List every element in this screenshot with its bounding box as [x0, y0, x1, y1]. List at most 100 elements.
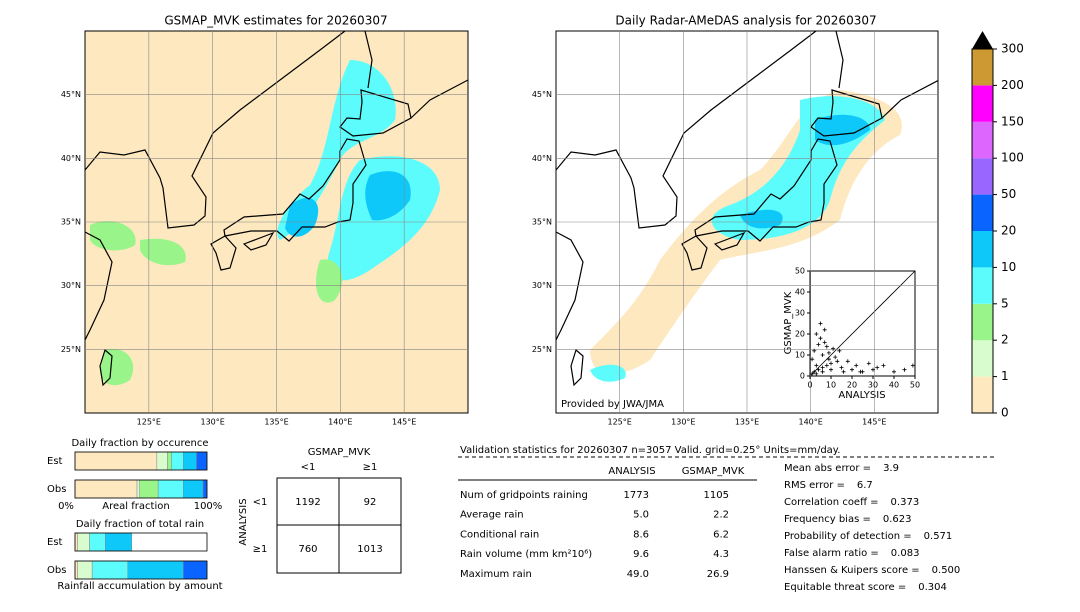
row-label: Est — [47, 456, 63, 467]
scatter-point — [814, 332, 819, 336]
col-title: GSMAP_MVK — [308, 447, 371, 458]
col-label: ≥1 — [363, 462, 378, 473]
bar-segment — [139, 479, 159, 499]
col-header: ANALYSIS — [608, 466, 655, 477]
stat-value: 4.3 — [713, 549, 729, 560]
cell: 1192 — [295, 497, 320, 508]
panel-title: Daily fraction by occurence — [71, 438, 208, 449]
scatter-point — [837, 348, 842, 353]
scatter-point — [814, 363, 819, 368]
y-tick-label: 0 — [800, 372, 805, 381]
scatter-point — [822, 340, 827, 345]
score-label: Correlation coeff = — [784, 497, 879, 508]
scatter-point — [820, 365, 825, 370]
scatter-point — [826, 350, 831, 355]
bar-segment — [171, 451, 184, 471]
stat-value: 49.0 — [627, 569, 649, 580]
credit: Provided by JWA/JMA — [561, 399, 664, 410]
scatter-point — [845, 359, 850, 364]
bar-segment — [77, 532, 90, 552]
lat-tick-label: 45°N — [61, 90, 81, 99]
cell: 92 — [364, 497, 377, 508]
colorbar-label: 100 — [1001, 151, 1024, 165]
x-axis-label: ANALYSIS — [838, 390, 885, 401]
score-label: Probability of detection = — [784, 531, 912, 542]
bar-segment — [182, 451, 197, 471]
score-label: Mean abs error = — [784, 463, 871, 474]
scatter-point — [875, 365, 880, 370]
stat-value: 6.2 — [713, 529, 729, 540]
scatter-point — [824, 344, 829, 349]
scatter-point — [810, 357, 815, 362]
stat-label: Maximum rain — [460, 569, 532, 580]
scatter-point — [812, 369, 817, 374]
scatter-point — [822, 327, 827, 332]
scatter-point — [850, 367, 854, 372]
cell: 760 — [298, 544, 317, 555]
scatter-point — [816, 367, 821, 372]
score-label: Hanssen & Kuipers score = — [784, 565, 920, 576]
panel-footer: Rainfall accumulation by amount — [57, 581, 222, 592]
lat-tick-label: 40°N — [61, 154, 81, 163]
panel-title: Daily fraction of total rain — [76, 519, 204, 530]
scatter-point — [829, 361, 833, 366]
bar-segment — [74, 479, 138, 499]
y-tick-label: 30 — [795, 309, 805, 318]
stat-label: Average rain — [460, 510, 524, 521]
row-label: Obs — [47, 484, 66, 495]
bar-frame — [74, 479, 208, 499]
scatter-point — [831, 346, 836, 351]
stats-header: Validation statistics for 20260307 n=305… — [460, 445, 840, 456]
scatter-point — [814, 371, 819, 376]
bar-frame — [74, 532, 208, 552]
score-value: 0.083 — [891, 548, 920, 559]
score-value: 6.7 — [857, 480, 873, 491]
colorbar-bin — [972, 340, 993, 377]
bar-segment — [89, 532, 106, 552]
scatter-point — [902, 367, 907, 372]
stat-label: Conditional rain — [460, 529, 539, 540]
colorbar-label: 50 — [1001, 187, 1016, 201]
score-label: False alarm ratio = — [784, 548, 879, 559]
bar-segment — [196, 451, 208, 471]
score-label: RMS error = — [784, 480, 845, 491]
lon-tick-label: 130°E — [201, 418, 225, 427]
score-value: 0.304 — [918, 582, 947, 593]
colorbar-bin — [972, 85, 993, 122]
map-title: Daily Radar-AMeDAS analysis for 20260307 — [615, 14, 876, 28]
row-label: Obs — [47, 565, 66, 576]
bar-segment — [127, 560, 184, 580]
x-tick-label: 40 — [889, 381, 899, 390]
scatter-point — [892, 369, 896, 374]
stat-value: 1105 — [704, 490, 729, 501]
scatter-point — [816, 342, 821, 347]
colorbar-label: 10 — [1001, 260, 1016, 274]
y-tick-label: 10 — [795, 351, 805, 360]
score-value: 0.500 — [932, 565, 961, 576]
score-label: Frequency bias = — [784, 514, 871, 525]
colorbar-label: 1 — [1001, 369, 1009, 383]
stat-value: 1773 — [624, 490, 649, 501]
stat-value: 2.2 — [713, 510, 729, 521]
lat-tick-label: 25°N — [532, 345, 552, 354]
lat-tick-label: 35°N — [532, 218, 552, 227]
map-title: GSMAP_MVK estimates for 20260307 — [164, 14, 387, 28]
colorbar-label: 300 — [1001, 42, 1024, 56]
colorbar-label: 200 — [1001, 78, 1024, 92]
colorbar-bin — [972, 376, 993, 413]
lat-tick-label: 40°N — [532, 154, 552, 163]
lon-tick-label: 125°E — [608, 418, 632, 427]
score-value: 3.9 — [883, 463, 899, 474]
lon-tick-label: 130°E — [671, 418, 695, 427]
colorbar-bin — [972, 303, 993, 341]
scatter-point — [910, 363, 915, 368]
row-title: ANALYSIS — [238, 498, 249, 545]
colorbar-bin — [972, 267, 993, 304]
bar-frame — [74, 560, 208, 580]
stat-value: 5.0 — [633, 510, 649, 521]
bar-segment — [74, 451, 158, 471]
lat-tick-label: 45°N — [532, 90, 552, 99]
row-label: ≥1 — [253, 544, 268, 555]
bar-segment — [157, 479, 184, 499]
